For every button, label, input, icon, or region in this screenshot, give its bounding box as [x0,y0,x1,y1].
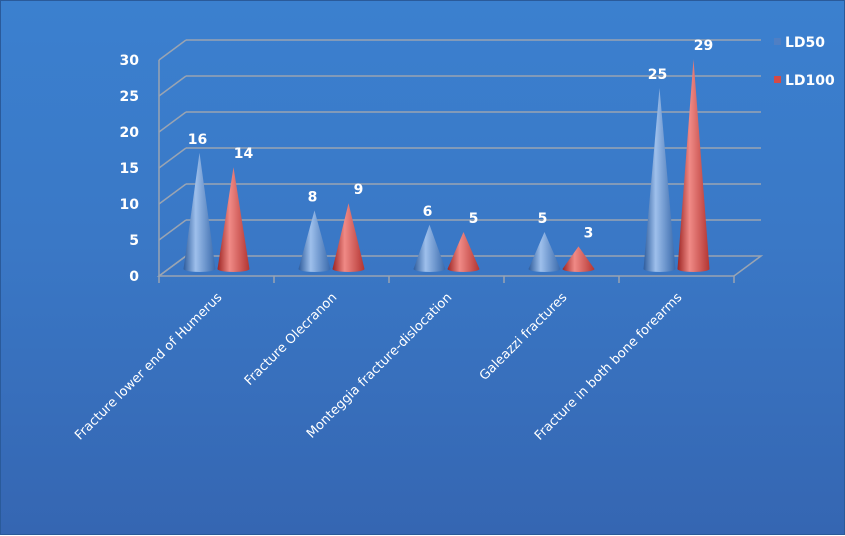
data-label: 5 [538,211,548,227]
cone-LD100 [447,232,480,272]
data-label: 9 [354,182,364,198]
x-category-label: Galeazzi fractures [477,290,571,384]
y-tick-label: 5 [129,233,139,249]
y-tick-label: 25 [120,89,139,105]
cone-LD100 [562,246,595,272]
gridline-wall [158,219,187,241]
cone-LD50 [413,224,446,272]
cone-LD100 [217,167,250,272]
data-label: 3 [584,225,594,241]
gridline-wall [158,39,187,61]
cone-LD50 [298,210,331,272]
cone-LD100 [677,59,710,273]
legend-label-LD100: LD100 [785,73,835,89]
gridline-wall [158,147,187,169]
x-category-label: Fracture Olecranon [242,290,340,388]
y-tick-label: 15 [120,161,139,177]
x-category-label: Fracture lower end of Humerus [72,290,225,443]
y-tick-label: 30 [120,53,140,69]
legend-swatch-LD50 [774,38,781,45]
legend-label-LD50: LD50 [785,35,825,51]
data-label: 8 [308,189,318,205]
legend-swatch-LD100 [774,76,781,83]
gridline-wall [158,183,187,205]
gridline-wall [158,255,187,277]
y-tick-label: 20 [120,125,140,141]
gridline-wall [158,75,187,97]
data-label: 14 [234,146,254,162]
y-tick-label: 10 [120,197,140,213]
data-label: 25 [648,67,667,83]
data-label: 5 [469,211,479,227]
cone-LD100 [332,203,365,272]
data-label: 16 [188,132,207,148]
cone-LD50 [528,232,561,272]
gridline-wall [158,111,187,133]
data-label: 6 [423,204,433,220]
cone-LD50 [183,152,216,272]
data-label: 29 [694,38,713,54]
y-tick-label: 0 [129,269,139,285]
cone-LD50 [643,88,676,272]
